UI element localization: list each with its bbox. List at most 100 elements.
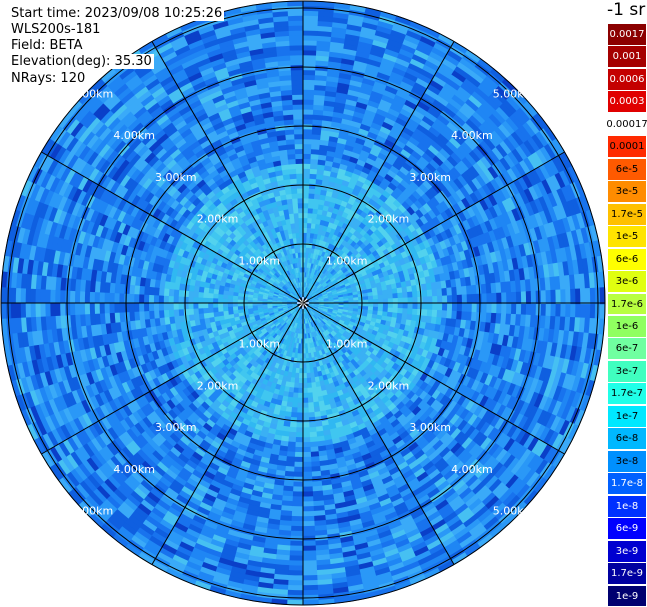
range-gate-cell <box>450 318 457 328</box>
range-gate-cell <box>183 308 190 316</box>
range-gate-cell <box>143 294 150 303</box>
range-gate-cell <box>148 294 155 303</box>
range-gate-cell <box>188 302 194 310</box>
range-gate-cell <box>467 329 475 340</box>
range-gate-cell <box>30 287 36 303</box>
range-gate-cell <box>308 416 316 423</box>
range-gate-cell <box>183 296 189 303</box>
range-gate-cell <box>305 358 310 364</box>
range-gate-cell <box>568 316 576 333</box>
range-gate-cell <box>302 466 312 473</box>
range-gate-cell <box>468 347 476 360</box>
range-gate-cell <box>488 387 499 401</box>
range-gate-cell <box>301 550 317 557</box>
range-gate-cell <box>290 520 303 527</box>
range-gate-cell <box>560 404 572 422</box>
range-gate-cell <box>84 290 91 303</box>
range-gate-cell <box>309 426 317 433</box>
range-gate-cell <box>500 356 510 370</box>
range-gate-cell <box>308 303 315 306</box>
range-gate-cell <box>444 367 454 379</box>
range-gate-cell <box>536 409 548 426</box>
range-gate-cell <box>438 356 448 367</box>
range-gate-cell <box>188 308 195 316</box>
range-gate-cell <box>347 323 354 329</box>
range-gate-cell <box>327 308 334 312</box>
range-gate-cell <box>138 293 145 303</box>
range-gate-cell <box>492 389 503 403</box>
range-gate-cell <box>437 303 443 311</box>
range-gate-cell <box>227 306 234 311</box>
range-gate-cell <box>376 314 383 321</box>
range-gate-cell <box>367 306 374 311</box>
range-gate-cell <box>561 373 572 390</box>
range-gate-cell <box>302 525 315 532</box>
range-gate-cell <box>432 303 438 311</box>
range-gate-cell <box>301 570 318 576</box>
range-gate-cell <box>287 574 303 581</box>
range-gate-cell <box>308 304 315 306</box>
range-gate-cell <box>501 368 511 383</box>
range-gate-cell <box>308 303 315 305</box>
range-gate-cell <box>343 305 349 308</box>
range-gate-cell <box>431 361 440 372</box>
range-gate-cell <box>291 402 298 408</box>
range-gate-cell <box>339 319 345 324</box>
range-gate-cell <box>474 359 483 372</box>
range-gate-cell <box>532 407 544 424</box>
range-gate-cell <box>493 323 501 335</box>
range-gate-cell <box>443 358 452 369</box>
range-gate-cell <box>513 348 522 362</box>
range-gate-cell <box>402 330 410 338</box>
range-gate-cell <box>559 316 566 332</box>
range-gate-cell <box>470 368 480 381</box>
range-gate-cell <box>153 294 160 303</box>
range-gate-cell <box>372 310 379 316</box>
range-gate-cell <box>575 361 585 379</box>
range-gate-cell <box>446 310 453 320</box>
range-gate-cell <box>479 321 486 333</box>
range-gate-cell <box>425 316 433 324</box>
range-gate-cell <box>294 441 303 448</box>
range-gate-cell <box>290 510 303 517</box>
range-gate-cell <box>550 303 557 318</box>
range-gate-cell <box>403 324 411 332</box>
range-gate-cell <box>578 347 588 364</box>
range-gate-cell <box>510 384 521 399</box>
range-gate-cell <box>306 377 312 384</box>
range-gate-cell <box>469 358 478 370</box>
range-gate-cell <box>173 302 179 310</box>
range-gate-cell <box>453 371 463 383</box>
range-gate-cell <box>336 312 343 316</box>
range-gate-cell <box>513 325 521 339</box>
range-gate-cell <box>544 315 551 330</box>
range-gate-cell <box>487 364 497 377</box>
range-gate-cell <box>168 295 174 303</box>
range-gate-cell <box>349 318 357 324</box>
range-gate-cell <box>289 416 298 423</box>
range-gate-cell <box>421 309 428 317</box>
range-gate-cell <box>551 356 561 373</box>
range-gate-cell <box>217 298 224 303</box>
range-gate-cell <box>356 327 363 334</box>
range-gate-cell <box>308 303 315 305</box>
range-gate-cell <box>114 302 120 313</box>
range-gate-cell <box>333 303 339 306</box>
range-gate-cell <box>547 369 557 386</box>
range-gate-cell <box>552 370 562 387</box>
range-gate-cell <box>323 306 329 309</box>
range-gate-cell <box>318 304 325 307</box>
range-gate-cell <box>542 354 551 370</box>
range-gate-cell <box>40 288 46 303</box>
range-gate-cell <box>505 395 517 410</box>
range-gate-cell <box>133 293 140 303</box>
range-gate-cell <box>545 303 552 317</box>
range-gate-cell <box>472 330 480 341</box>
range-gate-cell <box>394 322 401 330</box>
range-gate-cell <box>522 350 532 365</box>
range-gate-cell <box>212 297 219 303</box>
range-gate-cell <box>330 313 337 318</box>
range-gate-cell <box>486 303 492 314</box>
range-gate-cell <box>583 347 592 365</box>
range-gate-cell <box>407 303 413 310</box>
